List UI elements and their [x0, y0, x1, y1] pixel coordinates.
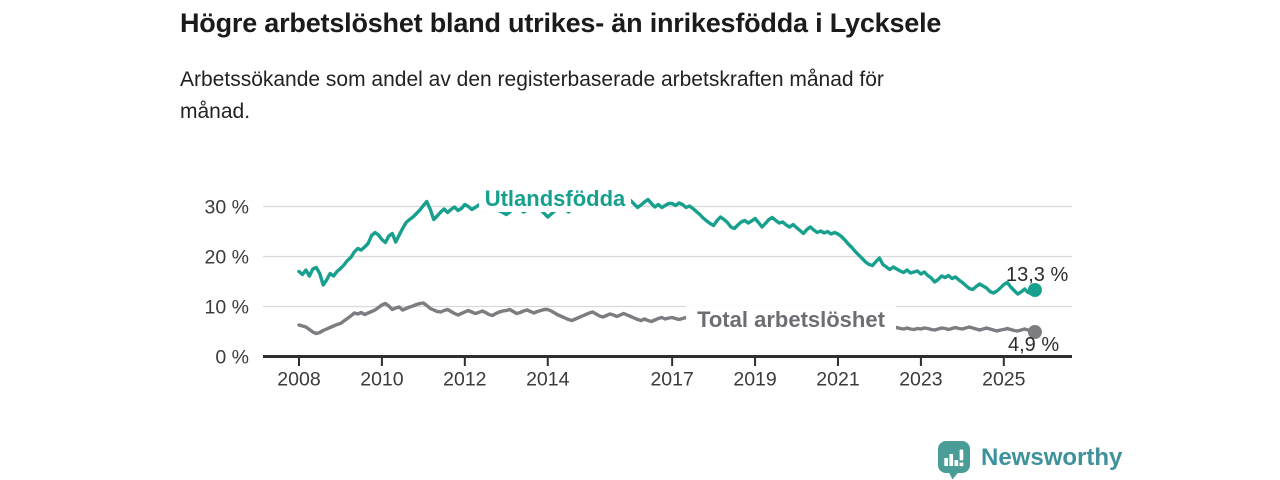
y-tick-label: 30 % — [205, 197, 249, 219]
newsworthy-logo-text: Newsworthy — [981, 444, 1123, 471]
series-label-halo — [686, 306, 896, 332]
series-end-dot — [1027, 283, 1042, 297]
y-tick-label: 20 % — [205, 247, 249, 269]
x-tick-label: 2008 — [277, 369, 320, 391]
x-tick-label: 2021 — [816, 369, 859, 391]
series-line — [297, 301, 1037, 336]
x-tick-label: 2012 — [443, 369, 486, 391]
y-tick-label: 0 % — [215, 347, 249, 369]
y-tick-label: 10 % — [205, 297, 249, 319]
bar-chart-speech-bubble-icon — [938, 441, 970, 480]
x-tick-label: 2019 — [733, 369, 776, 391]
series-end-value-label: 13,3 % — [1006, 264, 1068, 286]
series-label-halo — [479, 185, 631, 212]
series-inline-label: Utlandsfödda — [485, 186, 626, 211]
series-line — [297, 197, 1037, 296]
series-end-value-label: 4,9 % — [1008, 334, 1059, 356]
chart-title: Högre arbetslöshet bland utrikes- än inr… — [180, 8, 942, 38]
x-tick-label: 2025 — [982, 369, 1026, 391]
x-tick-label: 2023 — [899, 369, 942, 391]
series-inline-label: Total arbetslöshet — [697, 307, 886, 332]
chart-subtitle: Arbetssökande som andel av den registerb… — [180, 68, 884, 123]
x-tick-label: 2010 — [360, 369, 404, 391]
x-tick-label: 2017 — [650, 369, 693, 391]
series-end-dot — [1027, 325, 1042, 339]
x-tick-label: 2014 — [526, 369, 570, 391]
newsworthy-logo: Newsworthy — [938, 441, 1122, 480]
